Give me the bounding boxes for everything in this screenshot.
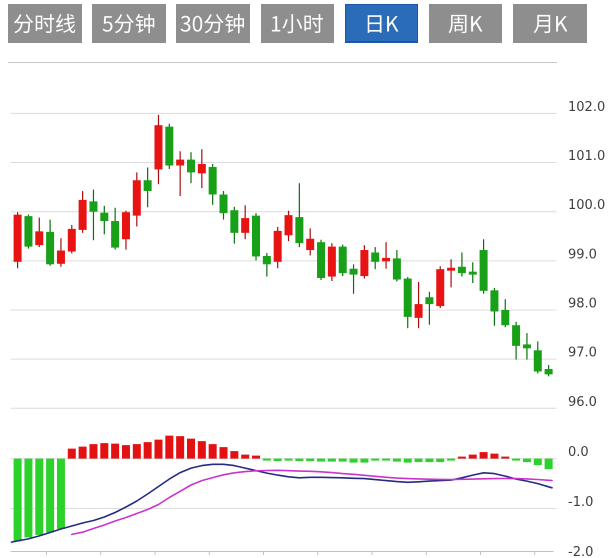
candlestick-series [13, 114, 553, 377]
tab-5min[interactable] [92, 4, 166, 43]
axis-labels: 102.0 101.0 100.0 99.0 98.0 97.0 96.0 0.0 -1.0 -2… [568, 100, 605, 558]
svg-text:97.0: 97.0 [568, 346, 597, 361]
svg-text:100.0: 100.0 [568, 198, 605, 213]
grid-lines [10, 112, 557, 509]
svg-text:0.0: 0.0 [568, 445, 589, 460]
tab-1hour[interactable] [260, 4, 335, 43]
svg-text:101.0: 101.0 [568, 149, 605, 164]
interval-tabbar [8, 4, 609, 43]
indicator-lines [10, 463, 553, 543]
macd-histogram [13, 435, 553, 542]
svg-text:102.0: 102.0 [568, 100, 605, 115]
svg-text:-1.0: -1.0 [568, 495, 593, 510]
svg-text:96.0: 96.0 [568, 395, 597, 410]
tab-30min[interactable] [176, 4, 250, 43]
tab-monthly-k[interactable] [513, 4, 587, 43]
tab-timeline[interactable] [8, 4, 82, 43]
x-axis [10, 551, 554, 555]
svg-text:98.0: 98.0 [568, 297, 597, 312]
svg-text:99.0: 99.0 [568, 247, 597, 262]
svg-text:-2.0: -2.0 [568, 545, 593, 558]
tabbar-divider [8, 62, 557, 63]
tab-weekly-k[interactable] [428, 4, 503, 43]
tab-daily-k[interactable] [344, 4, 419, 43]
